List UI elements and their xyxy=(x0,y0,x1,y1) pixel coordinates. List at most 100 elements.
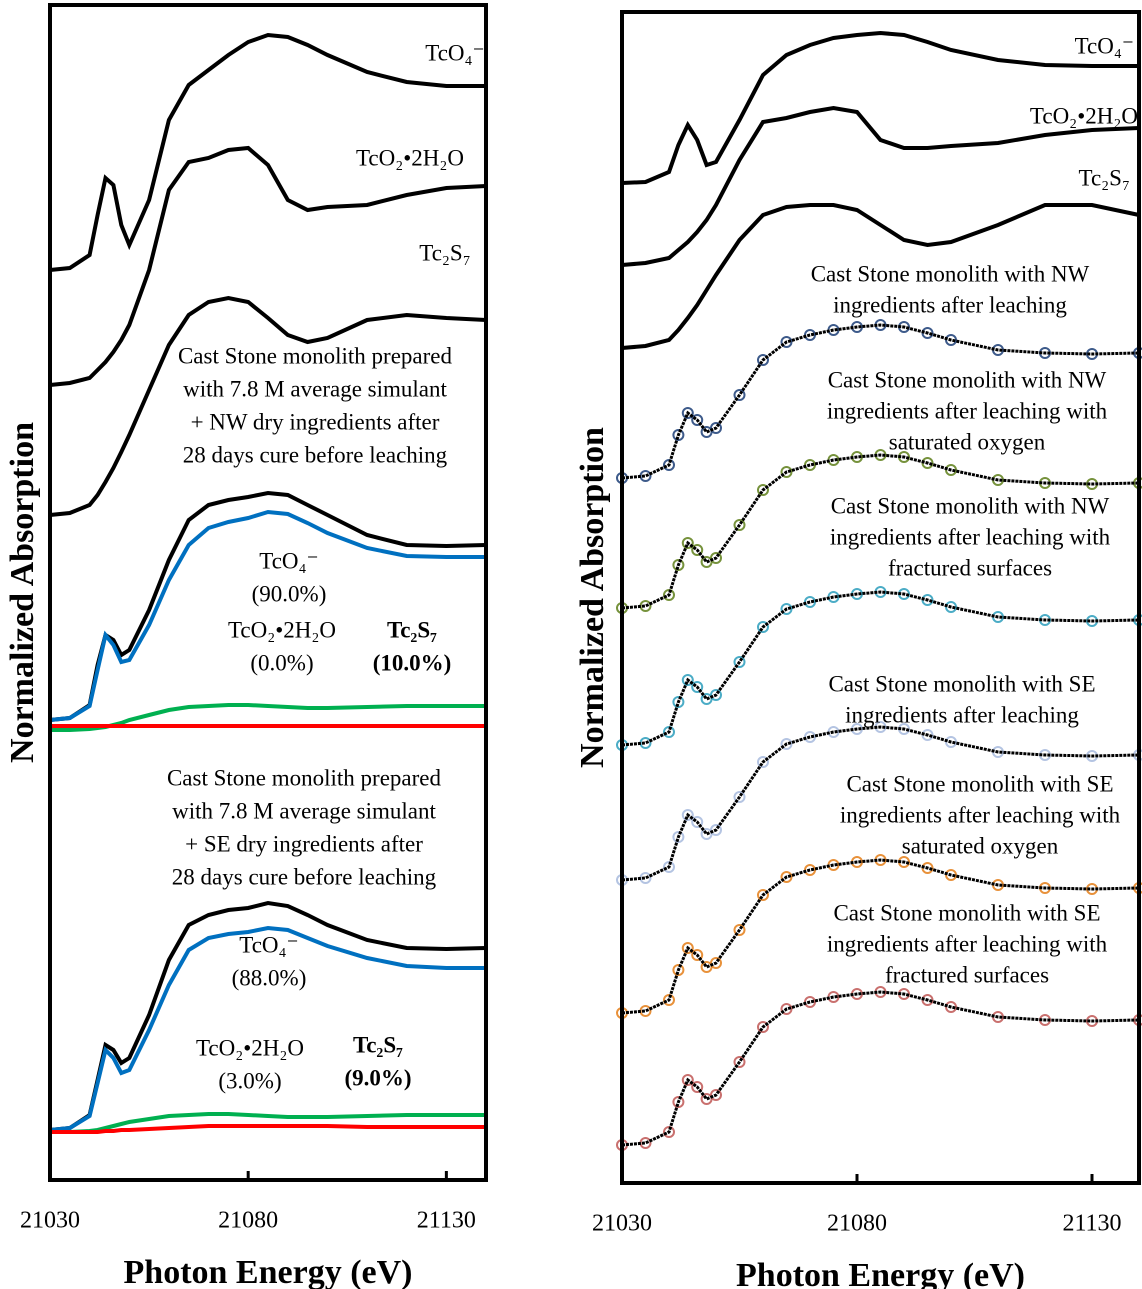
curve-label: TcO₂•2H₂O xyxy=(228,617,336,642)
curve-label: ingredients after leaching with xyxy=(840,802,1121,827)
data-point xyxy=(733,1056,746,1068)
curve-label: + NW dry ingredients after xyxy=(191,409,440,434)
data-point xyxy=(681,1074,694,1086)
spectrum-line xyxy=(49,509,486,722)
curve-label: 28 days cure before leaching xyxy=(183,442,448,467)
spectrum-line xyxy=(621,203,1140,350)
curve-label: Tc₂S₇ xyxy=(1079,165,1130,190)
x-axis-label: Photon Energy (eV) xyxy=(124,1254,413,1289)
panel: TcO₄⁻ TcO₂•2H₂O Tc₂S₇ Cast Stone monolith w… xyxy=(574,10,1142,1289)
data-point xyxy=(757,621,769,633)
data-point xyxy=(710,824,722,836)
data-point xyxy=(681,674,694,686)
curve-label: (0.0%) xyxy=(250,650,313,675)
data-point xyxy=(691,816,704,828)
data-point xyxy=(681,537,694,549)
curve-label: ingredients after leaching with xyxy=(830,524,1111,549)
data-point xyxy=(757,1021,769,1033)
curve-label: (90.0%) xyxy=(252,581,327,606)
data-point xyxy=(710,1089,722,1101)
curve-label: TcO₄⁻ xyxy=(239,932,298,957)
data-point xyxy=(780,336,793,348)
spectrum-line xyxy=(49,32,486,272)
curve-label: TcO₂•2H₂O xyxy=(1030,103,1138,128)
data-point xyxy=(733,924,746,936)
curve-label: Cast Stone monolith with NW xyxy=(811,261,1090,286)
data-point xyxy=(780,738,793,750)
panel: TcO₄⁻ TcO₂•2H₂O Tc₂S₇ Cast Stone monolith p… xyxy=(4,3,488,1289)
curve-label: Cast Stone monolith with SE xyxy=(828,671,1095,696)
data-point xyxy=(780,1003,793,1015)
y-axis-label: Normalized Absorption xyxy=(4,422,41,763)
plot-frame xyxy=(620,10,1141,1185)
fit-line xyxy=(621,990,1140,1147)
curve-label: Cast Stone monolith with NW xyxy=(831,493,1110,518)
curve-label: TcO₄⁻ xyxy=(259,548,318,573)
spectrum-line xyxy=(621,30,1139,185)
curve-label: saturated oxygen xyxy=(902,833,1059,858)
curve-label: Cast Stone monolith prepared xyxy=(178,343,453,368)
x-tick-label: 21130 xyxy=(417,1208,476,1234)
curve-label: saturated oxygen xyxy=(889,429,1046,454)
data-point xyxy=(691,544,704,556)
data-point xyxy=(757,354,769,366)
data-point xyxy=(681,809,694,821)
curve-label: TcO₄⁻ xyxy=(425,40,484,65)
data-point xyxy=(691,1081,704,1093)
data-point xyxy=(710,422,722,434)
spectrum-line xyxy=(50,1124,486,1134)
curve-label: 28 days cure before leaching xyxy=(172,864,437,889)
fit-line xyxy=(621,323,1140,480)
curve-label: Tc₂S₇ xyxy=(353,1032,403,1057)
curve-label: fractured surfaces xyxy=(888,555,1052,580)
curve-label: with 7.8 M average simulant xyxy=(172,798,436,823)
data-point xyxy=(691,681,704,693)
data-point xyxy=(691,949,704,961)
data-point xyxy=(710,552,722,564)
data-point xyxy=(733,656,746,668)
curve-label: ingredients after leaching xyxy=(845,702,1079,727)
plot-frame xyxy=(48,3,488,1182)
curve-label: (10.0%) xyxy=(373,650,452,675)
x-tick-label: 21080 xyxy=(827,1211,887,1237)
data-point xyxy=(780,466,793,478)
curve-label: Cast Stone monolith with NW xyxy=(828,367,1107,392)
x-axis-label: Photon Energy (eV) xyxy=(736,1257,1025,1289)
spectrum-line xyxy=(50,1112,486,1134)
curve-label: + SE dry ingredients after xyxy=(185,831,423,856)
curve-label: ingredients after leaching xyxy=(833,292,1067,317)
spectrum-line xyxy=(49,490,487,722)
x-tick-label: 21030 xyxy=(20,1208,80,1234)
curve-label: Cast Stone monolith prepared xyxy=(167,765,442,790)
fit-line xyxy=(621,590,1140,747)
curve-label: Tc₂S₇ xyxy=(387,617,437,642)
curve-label: TcO₄⁻ xyxy=(1075,33,1134,58)
data-point xyxy=(710,689,722,701)
data-point xyxy=(757,756,769,768)
curve-label: (9.0%) xyxy=(344,1065,411,1090)
fit-line xyxy=(621,858,1140,1015)
x-tick-label: 21030 xyxy=(592,1211,652,1237)
data-point xyxy=(780,603,793,615)
spectrum-line xyxy=(49,925,486,1132)
data-point xyxy=(780,871,793,883)
curve-label: TcO₂•2H₂O xyxy=(196,1035,304,1060)
curve-label: ingredients after leaching with xyxy=(827,931,1108,956)
fit-line xyxy=(621,725,1140,882)
data-point xyxy=(733,389,746,401)
x-tick-label: 21130 xyxy=(1062,1211,1121,1237)
curve-label: Cast Stone monolith with SE xyxy=(833,900,1100,925)
curve-label: (3.0%) xyxy=(218,1068,281,1093)
curve-label: fractured surfaces xyxy=(885,962,1049,987)
spectrum-line xyxy=(49,145,487,387)
data-point xyxy=(681,942,694,954)
x-tick-label: 21080 xyxy=(218,1208,278,1234)
y-axis-label: Normalized Absorption xyxy=(574,427,611,768)
data-point xyxy=(691,414,704,426)
data-point xyxy=(681,407,694,419)
fit-line xyxy=(621,453,1140,610)
curve-label: (88.0%) xyxy=(232,965,307,990)
curve-label: TcO₂•2H₂O xyxy=(356,145,464,170)
